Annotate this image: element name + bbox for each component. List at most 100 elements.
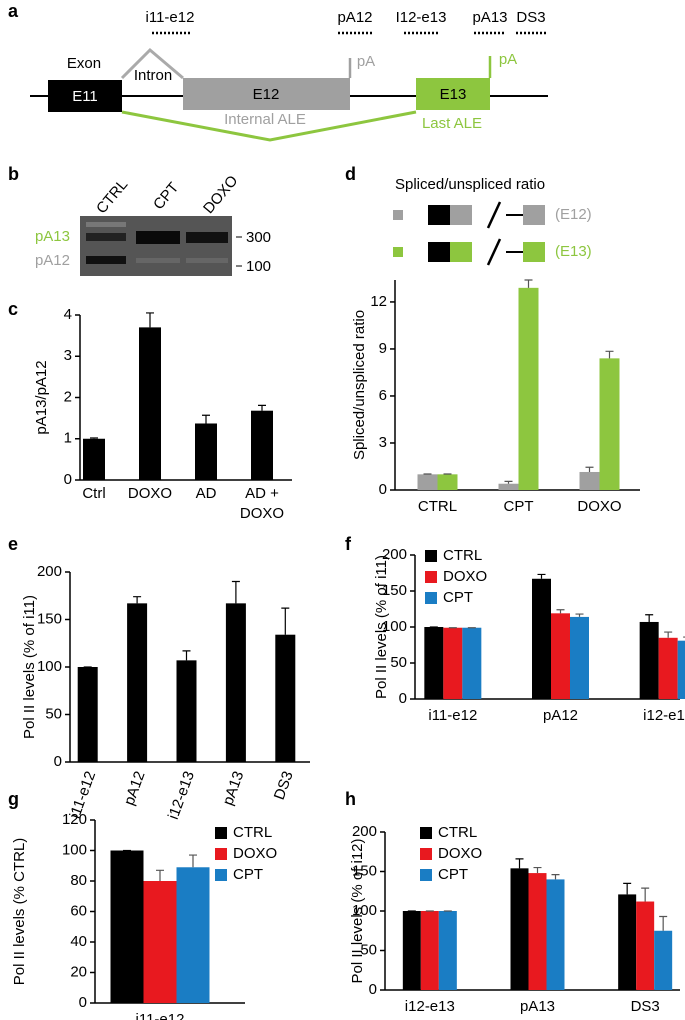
x-tick-label: DS3: [631, 998, 660, 1015]
legend-slash: [486, 201, 502, 229]
x-tick-label: Ctrl: [82, 485, 106, 502]
error-bar: [659, 915, 668, 931]
error-bar: [551, 874, 560, 880]
legend-swatch: [393, 210, 403, 220]
error-bar: [189, 854, 197, 868]
error-bar: [641, 887, 650, 902]
legend-exon: [428, 242, 450, 262]
bar: [570, 616, 589, 699]
panel-label: a: [8, 1, 19, 21]
bar: [618, 894, 637, 990]
y-tick-label: 200: [382, 546, 407, 563]
exon-name: E13: [440, 86, 467, 103]
bar: [251, 410, 273, 480]
x-tick-label: pA13: [520, 998, 555, 1015]
x-tick-label: pA13: [219, 769, 247, 808]
y-tick-label: 150: [352, 862, 377, 879]
y-tick-label: 4: [64, 306, 72, 323]
bar: [437, 474, 458, 490]
probe-label: pA12: [337, 9, 372, 26]
intron-label: Intron: [134, 67, 172, 84]
intron-line: [120, 47, 184, 80]
error-bar: [202, 414, 210, 424]
bar: [110, 850, 144, 1003]
bar: [528, 873, 547, 990]
error-bar: [556, 609, 565, 614]
gel-band: [136, 258, 180, 263]
exon-name: E11: [72, 88, 98, 105]
legend-label: DOXO: [438, 845, 482, 862]
error-bar: [533, 866, 542, 874]
legend-label: DOXO: [233, 845, 277, 862]
bar: [417, 474, 438, 490]
error-bar: [524, 279, 533, 288]
x-tick-label: DOXO: [577, 498, 621, 515]
y-tick-label: 1: [64, 430, 72, 447]
y-tick-label: 20: [70, 963, 87, 980]
y-tick-label: 9: [379, 340, 387, 357]
x-tick-label: DOXO: [127, 485, 173, 502]
x-tick-label: pA12: [543, 707, 578, 724]
exon: [183, 78, 350, 110]
y-tick-label: 0: [399, 690, 407, 707]
band-label: pA13: [35, 228, 70, 245]
x-tick-label: CTRL: [418, 498, 457, 515]
lane-label: CTRL: [93, 176, 131, 217]
y-axis-label: Pol II levels (% of i11): [21, 595, 38, 739]
bar: [424, 627, 444, 699]
legend-swatch: [393, 247, 403, 257]
y-axis-label: Pol II levels (% CTRL): [11, 838, 28, 986]
y-axis-label: Pol II levels (% of i12): [349, 838, 366, 983]
legend-label: DOXO: [443, 568, 487, 585]
y-tick-label: 100: [352, 902, 377, 919]
bar: [275, 634, 296, 762]
legend-swatch: [425, 571, 437, 583]
error-bar: [146, 312, 154, 328]
y-tick-label: 50: [360, 941, 377, 958]
legend-swatch: [425, 550, 437, 562]
x-tick-label: i11-e12: [428, 707, 477, 724]
probe-label: i11-e12: [146, 9, 195, 26]
bar: [176, 867, 210, 1003]
bar: [532, 578, 551, 699]
error-bar: [664, 631, 673, 638]
panel-label: c: [8, 299, 18, 319]
y-tick-label: 60: [70, 902, 87, 919]
legend-exon: [450, 205, 472, 225]
error-bar: [605, 350, 614, 359]
y-tick-label: 200: [37, 563, 62, 580]
error-bar: [231, 580, 240, 604]
legend-swatch: [215, 869, 227, 881]
error-bar: [182, 650, 191, 661]
y-tick-label: 0: [64, 471, 72, 488]
error-bar: [133, 596, 142, 604]
legend-swatch: [215, 848, 227, 860]
isoform-label: Last ALE: [422, 115, 482, 132]
exon: [48, 80, 122, 112]
bar: [139, 327, 161, 480]
gel-band: [86, 256, 126, 264]
legend-swatch: [420, 848, 432, 860]
isoform-label: Internal ALE: [224, 111, 306, 128]
error-bar: [515, 858, 524, 869]
legend-label: (E13): [555, 243, 592, 260]
bar: [402, 911, 421, 990]
legend-label: CPT: [438, 866, 468, 883]
bar: [143, 881, 177, 1003]
legend-label: CTRL: [443, 547, 482, 564]
marker-label: 300: [246, 229, 271, 246]
y-tick-label: 0: [79, 994, 87, 1011]
x-tick-label: i11-e12: [136, 1011, 185, 1020]
y-tick-label: 12: [370, 293, 387, 310]
y-tick-label: 100: [62, 841, 87, 858]
bar: [225, 603, 246, 762]
y-tick-label: 40: [70, 933, 87, 950]
bar: [546, 879, 565, 990]
y-tick-label: 120: [62, 811, 87, 828]
panel-label: d: [345, 164, 356, 184]
gel-band: [186, 258, 228, 263]
lane-label: DOXO: [200, 172, 241, 217]
legend-label: (E12): [555, 206, 592, 223]
y-tick-label: 150: [37, 610, 62, 627]
